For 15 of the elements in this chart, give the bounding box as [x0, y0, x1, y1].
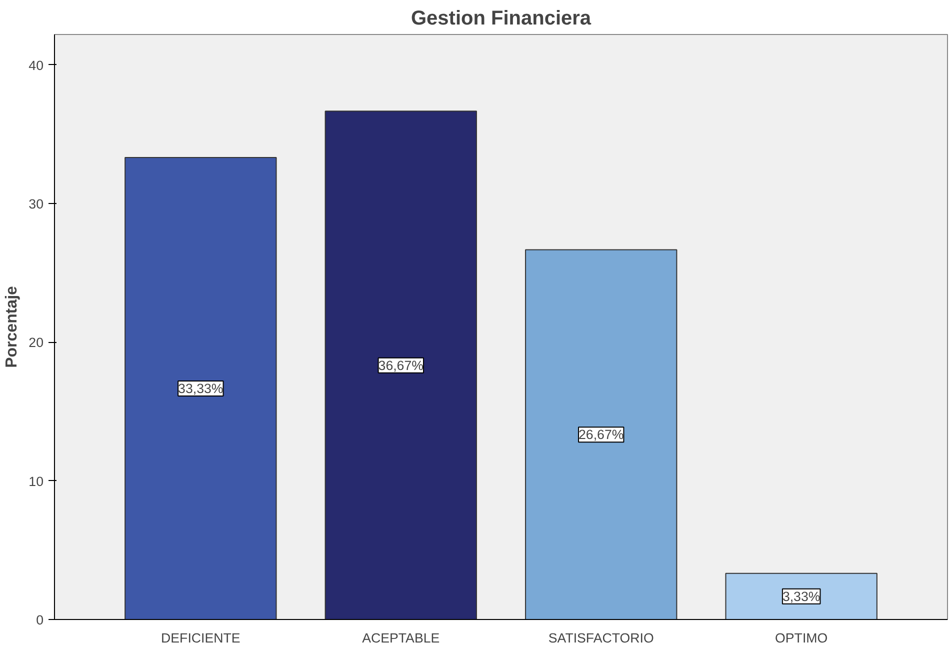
bar — [725, 572, 878, 620]
x-tick-label: ACEPTABLE — [362, 630, 440, 646]
bar — [525, 249, 678, 620]
y-tick-label: 40 — [28, 58, 44, 73]
y-axis-title: Porcentaje — [4, 286, 21, 368]
chart-title: Gestion Financiera — [410, 8, 592, 30]
bar — [324, 110, 477, 620]
y-tick-label: 20 — [28, 335, 44, 350]
y-tick-label: 30 — [28, 196, 44, 212]
x-tick-label: SATISFACTORIO — [548, 630, 654, 646]
x-tick-label: DEFICIENTE — [161, 630, 240, 646]
y-tick-label: 10 — [28, 474, 44, 489]
bar — [124, 156, 277, 620]
y-tick-label: 0 — [36, 612, 44, 628]
x-tick-label: OPTIMO — [775, 630, 828, 646]
